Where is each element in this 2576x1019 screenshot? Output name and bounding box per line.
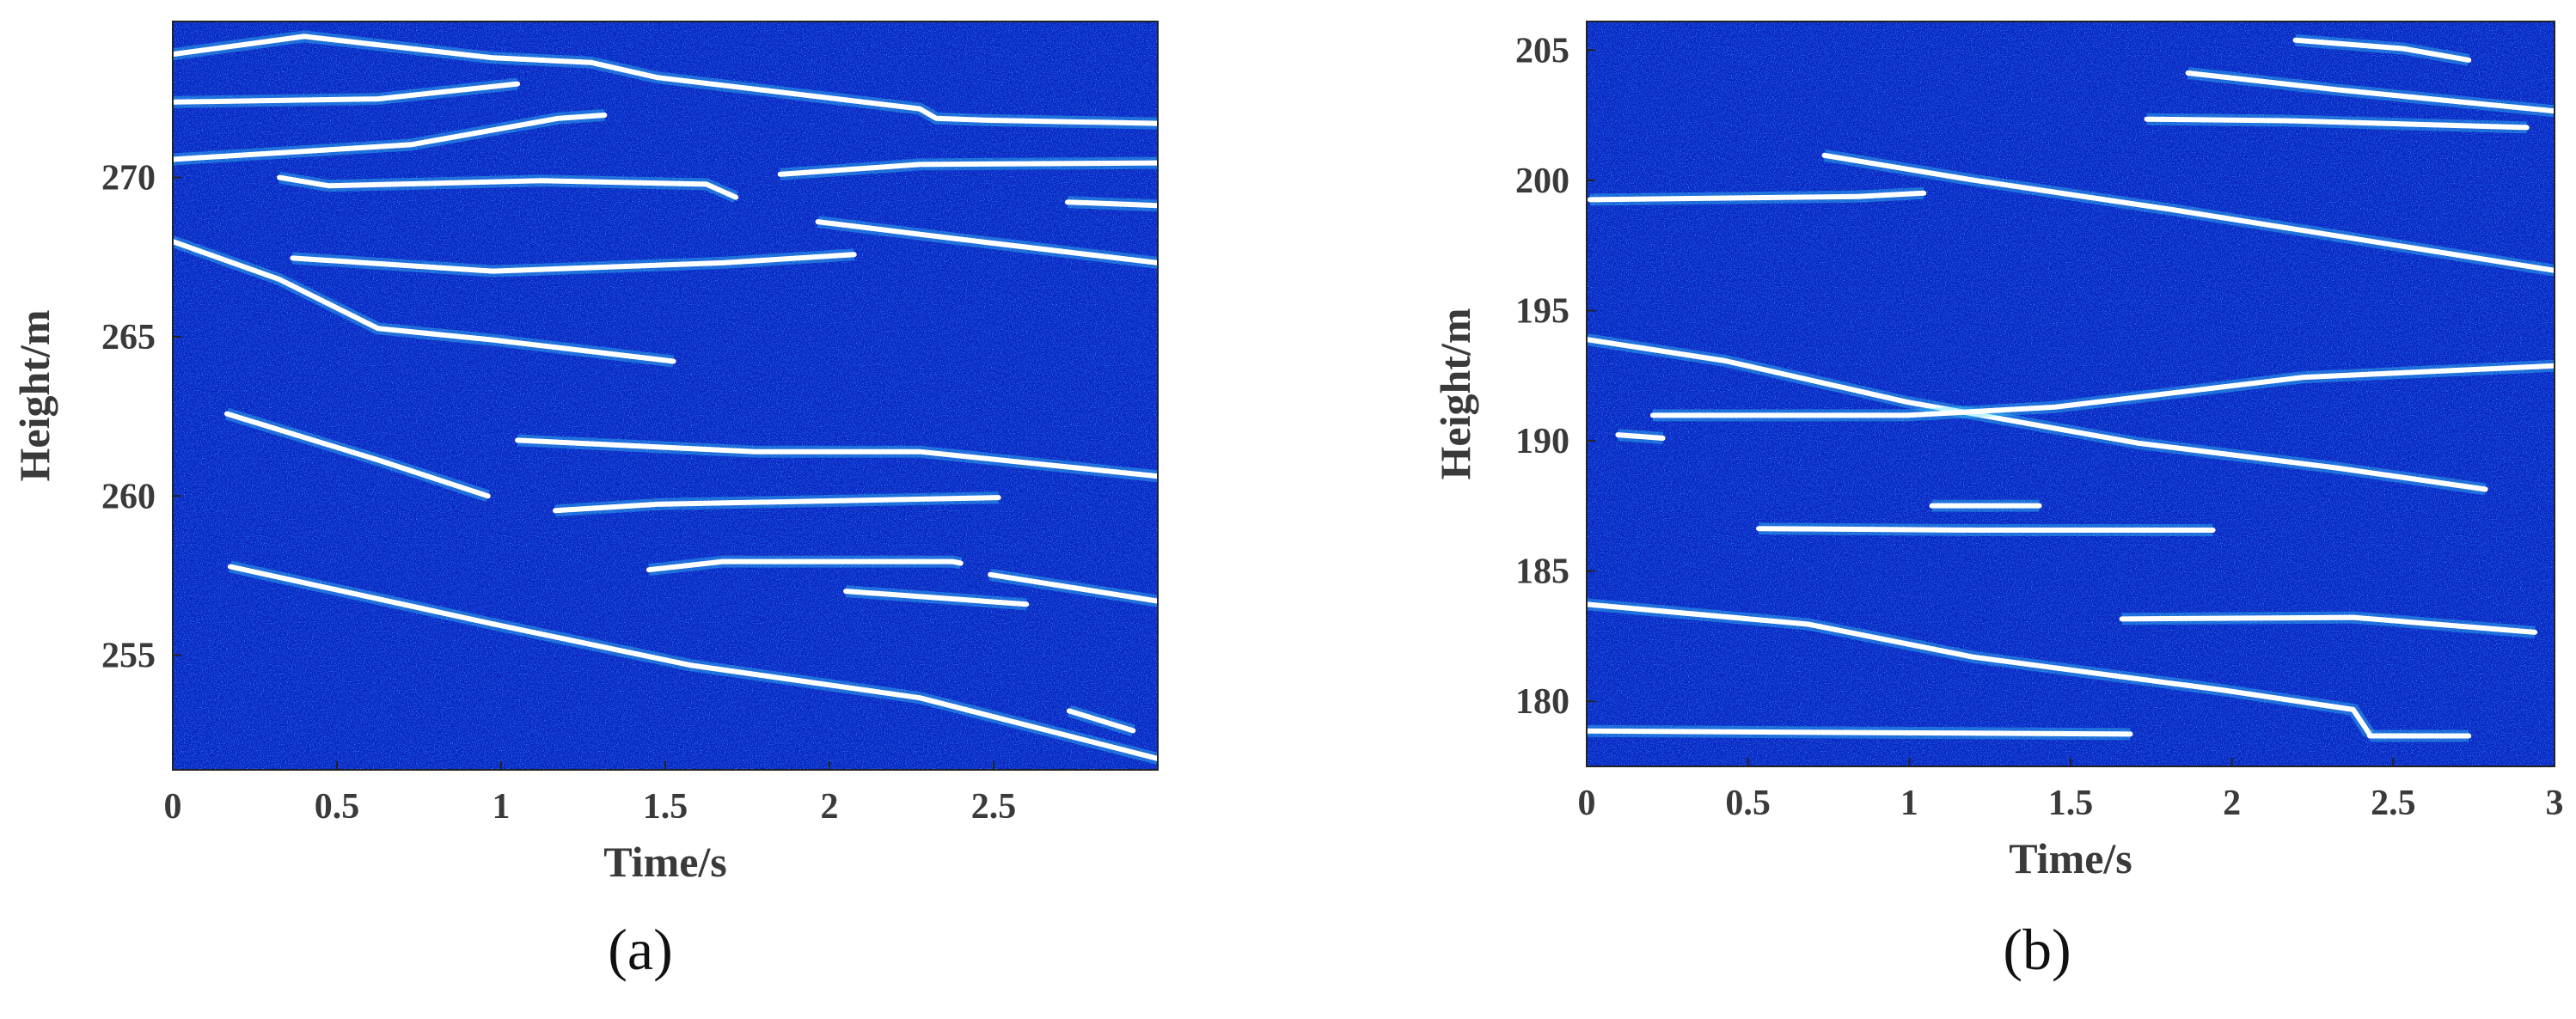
track-line xyxy=(1756,526,2216,533)
x-tick-label: 3 xyxy=(2546,784,2564,823)
track-line xyxy=(646,558,964,573)
track-line xyxy=(277,174,739,200)
y-tick-label: 195 xyxy=(1515,291,1569,331)
x-tick-label: 1 xyxy=(493,787,511,827)
plot-frame xyxy=(172,21,1159,771)
y-tick-label: 265 xyxy=(101,318,156,357)
y-tick-label: 260 xyxy=(101,477,156,516)
x-tick-label: 0 xyxy=(164,787,182,827)
track-line xyxy=(173,34,1158,126)
x-tick-label: 2.5 xyxy=(971,787,1017,827)
track-line xyxy=(2185,70,2555,114)
x-tick-label: 0.5 xyxy=(315,787,360,827)
plot-frame xyxy=(1586,21,2555,767)
y-tick-label: 270 xyxy=(101,159,156,198)
track-line xyxy=(1587,601,2372,737)
y-tick-label: 200 xyxy=(1515,162,1569,201)
plot-texture xyxy=(1587,21,2555,766)
tracks xyxy=(173,30,1158,765)
track-line xyxy=(1587,190,1927,203)
tracks xyxy=(1587,34,2555,742)
y-axis-label: Height/m xyxy=(10,310,58,482)
track-line xyxy=(173,81,521,105)
track-line xyxy=(553,495,1001,514)
track-line xyxy=(227,564,1158,761)
track-line xyxy=(2119,614,2538,635)
y-tick-label: 180 xyxy=(1515,682,1569,722)
x-axis-label: Time/s xyxy=(2009,834,2132,882)
x-tick-label: 0.5 xyxy=(1725,784,1771,823)
track-line xyxy=(2292,37,2472,63)
track-line xyxy=(843,589,1030,607)
caption: (a) xyxy=(608,917,672,982)
caption: (b) xyxy=(2003,917,2071,982)
x-tick-label: 0 xyxy=(1578,784,1596,823)
x-tick-label: 1 xyxy=(1900,784,1918,823)
track-line xyxy=(1587,728,2133,737)
y-tick-label: 185 xyxy=(1515,552,1569,592)
x-tick-label: 1.5 xyxy=(643,787,688,827)
track-line xyxy=(1065,199,1158,209)
track-line xyxy=(173,113,608,162)
x-tick-label: 1.5 xyxy=(2048,784,2094,823)
track-line xyxy=(1066,708,1136,734)
x-axis-label: Time/s xyxy=(603,838,727,886)
track-line xyxy=(224,411,491,499)
y-tick-label: 205 xyxy=(1515,31,1569,70)
track-line xyxy=(515,437,1158,479)
y-tick-label: 255 xyxy=(101,637,156,676)
track-line xyxy=(815,219,1158,265)
track-line xyxy=(290,252,857,274)
y-axis-label: Height/m xyxy=(1431,308,1479,480)
track-line xyxy=(173,239,676,364)
track-line xyxy=(1649,363,2555,418)
track-line xyxy=(2144,116,2530,131)
y-tick-label: 190 xyxy=(1515,422,1569,461)
x-tick-label: 2.5 xyxy=(2371,784,2416,823)
track-line xyxy=(1587,337,2488,492)
x-tick-label: 2 xyxy=(821,787,839,827)
track-line xyxy=(1615,432,1666,441)
track-line xyxy=(988,571,1158,604)
track-line xyxy=(777,160,1158,177)
x-tick-label: 2 xyxy=(2223,784,2241,823)
plot-texture xyxy=(173,21,1158,770)
track-line xyxy=(1821,152,2555,273)
